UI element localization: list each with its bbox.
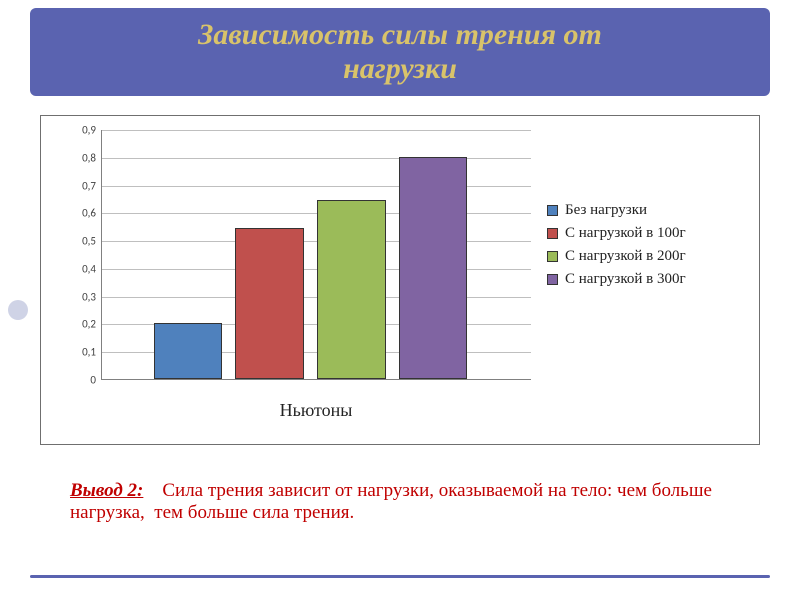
legend-item: Без нагрузки xyxy=(547,202,747,219)
grid-line xyxy=(102,130,531,131)
chart-frame: 00,10,20,30,40,50,60,70,80,9 Ньютоны Без… xyxy=(40,115,760,445)
legend-swatch xyxy=(547,205,558,216)
y-tick-label: 0,4 xyxy=(82,262,96,275)
y-tick-label: 0,9 xyxy=(82,124,96,137)
x-axis-label: Ньютоны xyxy=(101,400,531,421)
legend-swatch xyxy=(547,251,558,262)
y-tick-label: 0,3 xyxy=(82,290,96,303)
bar xyxy=(399,157,468,379)
legend-label: Без нагрузки xyxy=(565,202,647,219)
plot-area: 00,10,20,30,40,50,60,70,80,9 xyxy=(101,130,531,380)
chart-legend: Без нагрузки С нагрузкой в 100г С нагрузко… xyxy=(547,196,747,294)
bar xyxy=(235,228,304,379)
legend-item: С нагрузкой в 200г xyxy=(547,248,747,265)
title-bar: Зависимость силы трения от нагрузки xyxy=(30,8,770,96)
legend-label: С нагрузкой в 100г xyxy=(565,225,686,242)
legend-label: С нагрузкой в 300г xyxy=(565,271,686,288)
legend-swatch xyxy=(547,228,558,239)
bar xyxy=(154,323,223,379)
y-tick-label: 0,7 xyxy=(82,179,96,192)
decorative-dot-left xyxy=(8,300,28,320)
conclusion-body: Сила трения зависит от нагрузки, оказыва… xyxy=(70,480,717,523)
bottom-accent-line xyxy=(30,575,770,578)
bar xyxy=(317,200,386,379)
y-tick-label: 0,2 xyxy=(82,318,96,331)
legend-item: С нагрузкой в 100г xyxy=(547,225,747,242)
legend-swatch xyxy=(547,274,558,285)
y-tick-label: 0,1 xyxy=(82,346,96,359)
y-tick-label: 0 xyxy=(90,374,96,387)
slide-title: Зависимость силы трения от нагрузки xyxy=(198,18,602,87)
y-tick-label: 0,8 xyxy=(82,151,96,164)
y-tick-label: 0,6 xyxy=(82,207,96,220)
legend-item: С нагрузкой в 300г xyxy=(547,271,747,288)
slide: Зависимость силы трения от нагрузки 00,1… xyxy=(0,0,800,600)
conclusion-lead: Вывод 2: xyxy=(70,480,143,501)
legend-label: С нагрузкой в 200г xyxy=(565,248,686,265)
conclusion: Вывод 2: Сила трения зависит от нагрузки… xyxy=(70,480,730,524)
y-tick-label: 0,5 xyxy=(82,235,96,248)
